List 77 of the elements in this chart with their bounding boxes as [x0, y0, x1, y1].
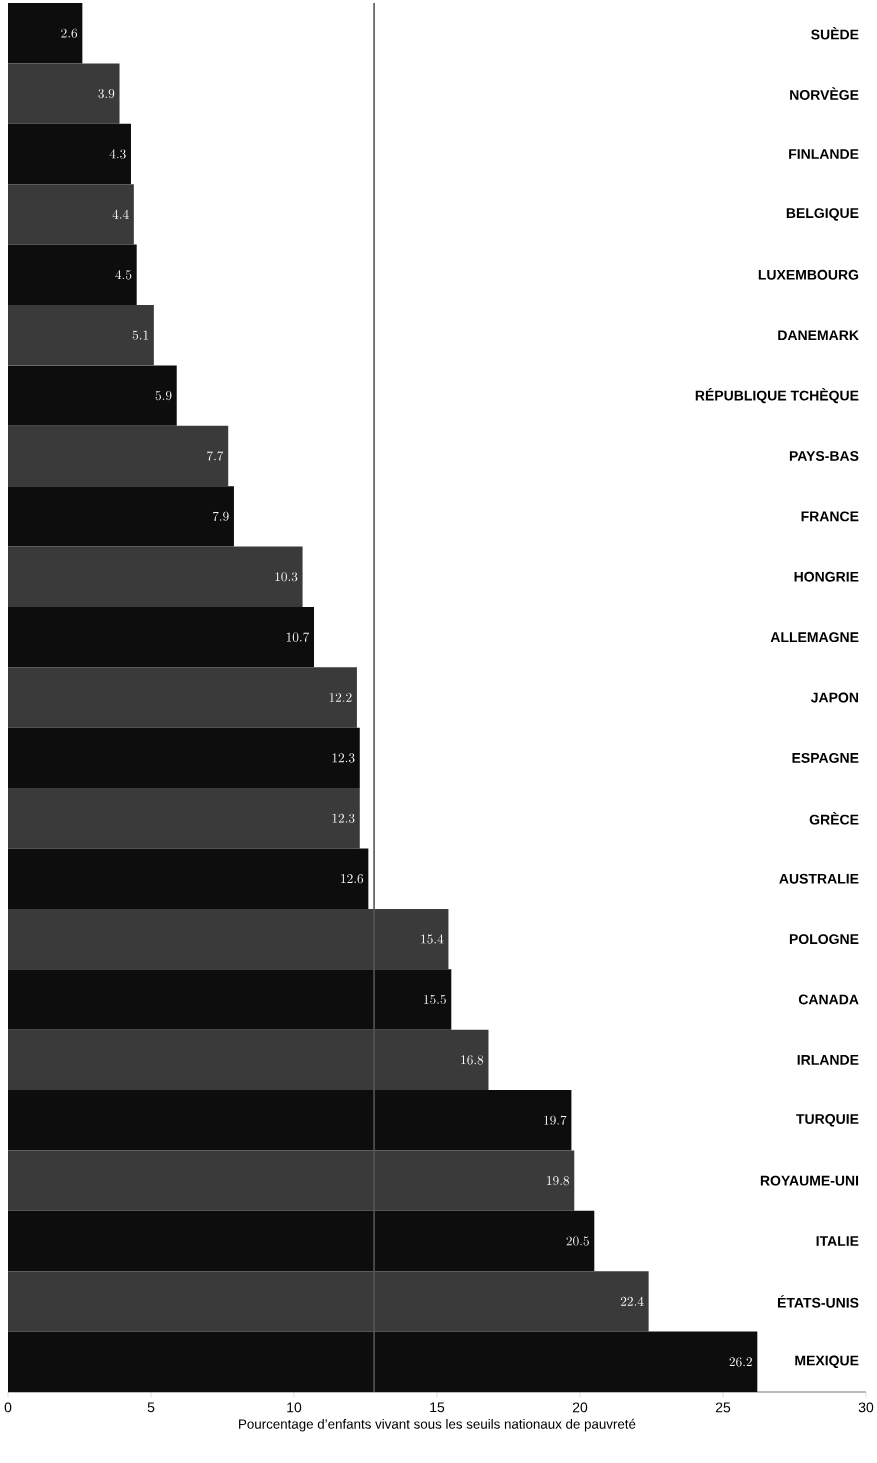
bar — [8, 727, 360, 789]
y-tick-label: RÉPUBLIQUE TCHÈQUE — [695, 388, 859, 404]
data-label: 3.9 — [98, 89, 115, 99]
y-tick-label: ROYAUME-UNI — [760, 1175, 859, 1186]
data-label: 10.7 — [286, 632, 310, 642]
data-label: 10.3 — [275, 572, 298, 582]
y-tick-label: AUSTRALIE — [779, 873, 859, 884]
y-tick-label: NORVÈGE — [790, 87, 859, 100]
data-label: 4.3 — [109, 149, 126, 159]
y-tick-label: ITALIE — [816, 1236, 859, 1246]
data-label: 7.7 — [207, 451, 224, 461]
y-tick-label: TURQUIE — [796, 1114, 859, 1127]
y-tick-label: SUÈDE — [811, 26, 859, 40]
bar — [8, 1331, 758, 1392]
bar — [8, 244, 137, 305]
data-label: 4.4 — [112, 209, 129, 219]
y-tick-label: FRANCE — [801, 511, 859, 522]
bar — [8, 1150, 575, 1211]
data-label: 26.2 — [729, 1357, 752, 1367]
data-label: 19.7 — [544, 1115, 567, 1125]
data-label: 20.5 — [566, 1236, 589, 1246]
data-label: 15.4 — [421, 934, 444, 944]
data-label: 12.2 — [329, 692, 352, 702]
y-tick-label: DANEMARK — [778, 330, 859, 340]
data-label: 5.9 — [155, 390, 172, 401]
x-tick-label: 20 — [572, 1402, 588, 1413]
x-axis-title: Pourcentage d’enfants vivant sous les seuils nationaux de pauvreté — [239, 1418, 636, 1432]
bar — [8, 486, 234, 547]
bar — [8, 667, 357, 728]
bar — [8, 63, 120, 124]
bar — [8, 969, 452, 1030]
bar — [8, 304, 154, 366]
y-tick-label: ALLEMAGNE — [770, 632, 859, 643]
data-label: 16.8 — [461, 1055, 484, 1065]
bar — [8, 908, 449, 970]
x-tick-label: 0 — [4, 1402, 12, 1413]
bar — [8, 848, 369, 909]
bar — [8, 123, 131, 185]
bar — [8, 425, 229, 487]
y-tick-label: MEXIQUE — [795, 1355, 859, 1369]
bar — [8, 788, 360, 849]
data-label: 7.9 — [212, 511, 229, 521]
y-tick-label: LUXEMBOURG — [758, 269, 859, 280]
data-label: 5. 1 — [132, 330, 149, 340]
bar — [8, 184, 134, 245]
data-label: 12.3 — [332, 753, 355, 763]
y-tick-label: IRLANDE — [797, 1055, 859, 1065]
data-label: 4.5 — [115, 270, 132, 280]
x-tick-label: 10 — [287, 1402, 302, 1413]
x-tick-label: 25 — [715, 1402, 731, 1413]
y-tick-label: PAYS-BAS — [789, 451, 859, 461]
data-label: 2.6 — [61, 28, 78, 38]
y-tick-label: JAPON — [810, 692, 859, 703]
x-tick-label: 15 — [430, 1402, 445, 1413]
x-tick-label: 5 — [147, 1402, 155, 1413]
y-tick-label: FINLANDE — [789, 149, 859, 159]
bar — [8, 1210, 595, 1272]
bar — [8, 606, 315, 668]
bar — [8, 3, 83, 64]
data-label: 12.6 — [341, 874, 364, 884]
y-tick-label: CANADA — [798, 994, 859, 1005]
y-tick-label: POLOGNE — [789, 934, 859, 945]
data-label: 15.5 — [424, 994, 446, 1005]
y-tick-label: ÉTATS-UNIS — [777, 1295, 859, 1308]
data-label: 22.4 — [620, 1296, 644, 1306]
bar — [8, 365, 177, 426]
data-label: 12.3 — [332, 813, 355, 823]
bar — [8, 1271, 649, 1332]
bar — [8, 1090, 572, 1151]
data-label: 19.8 — [547, 1176, 569, 1186]
y-tick-label: GRÈCE — [809, 812, 859, 825]
y-tick-label: ESPAGNE — [792, 752, 859, 763]
bar — [8, 546, 303, 607]
y-tick-label: HONGRIE — [794, 571, 859, 582]
bar — [8, 1029, 489, 1091]
x-tick-label: 30 — [858, 1402, 874, 1413]
y-tick-label: BELGIQUE — [786, 208, 859, 221]
